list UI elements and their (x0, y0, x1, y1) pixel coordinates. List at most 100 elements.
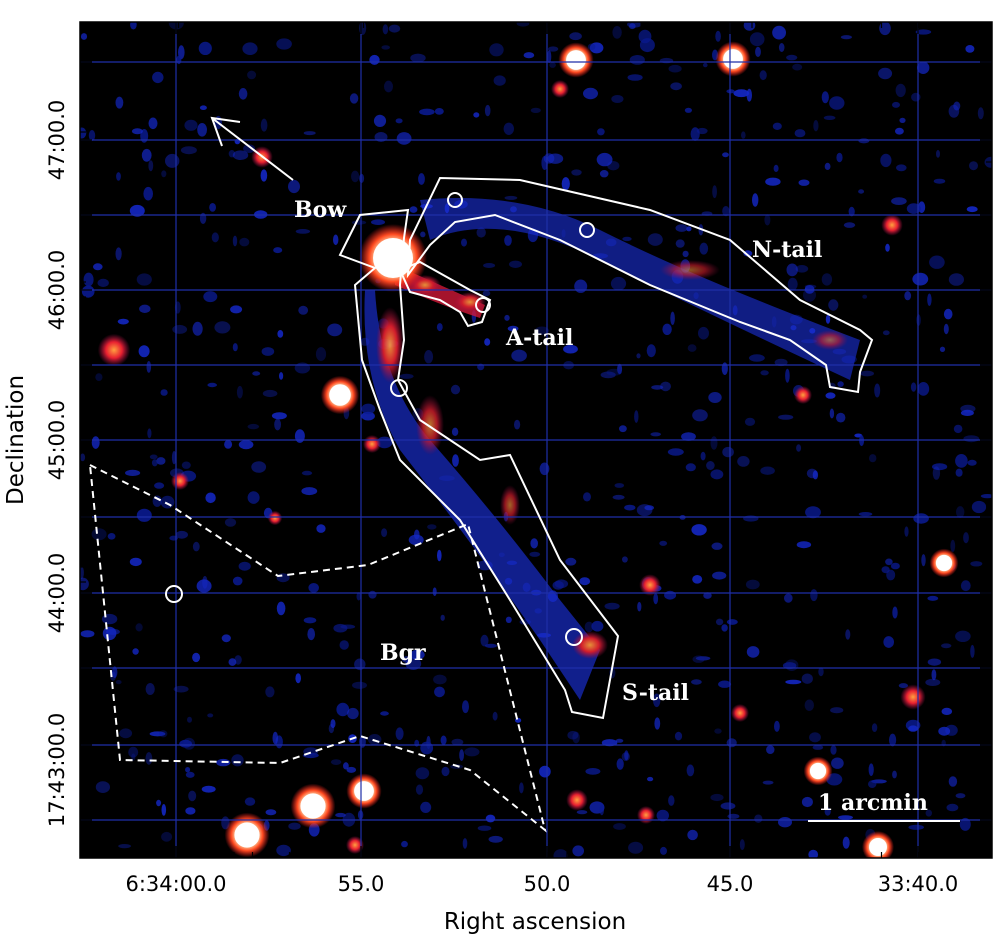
noise-blob (414, 739, 420, 747)
noise-blob (567, 730, 579, 740)
s-tail-bright-knot (376, 307, 404, 383)
noise-blob (646, 344, 656, 358)
noise-blob (145, 752, 153, 765)
noise-blob (906, 203, 921, 214)
noise-blob (925, 678, 941, 687)
noise-blob (277, 330, 284, 338)
noise-blob (895, 83, 906, 98)
noise-blob (184, 119, 198, 131)
noise-blob (871, 723, 878, 732)
noise-blob (956, 506, 965, 518)
noise-blob (509, 260, 522, 268)
noise-blob (192, 321, 203, 336)
noise-blob (803, 288, 816, 302)
noise-blob (659, 540, 668, 546)
noise-blob (622, 236, 632, 242)
noise-blob (107, 533, 116, 540)
y-tick-label: 45:00.0 (45, 400, 69, 481)
point-source-core (723, 49, 743, 69)
noise-blob (427, 524, 437, 530)
noise-blob (519, 782, 524, 794)
noise-blob (382, 24, 389, 35)
point-source-core (809, 762, 827, 780)
noise-blob (936, 150, 940, 158)
noise-blob (612, 494, 625, 500)
noise-blob (165, 153, 180, 168)
noise-blob (504, 195, 518, 200)
n-tail-region-outline (406, 176, 874, 394)
noise-blob (699, 242, 709, 255)
noise-blob (743, 515, 759, 522)
noise-blob (238, 561, 251, 571)
noise-blob (574, 279, 588, 293)
noise-blob (484, 104, 491, 117)
noise-blob (762, 780, 774, 785)
noise-blob (829, 408, 835, 419)
noise-blob (307, 628, 316, 641)
noise-blob (706, 461, 715, 470)
noise-blob (785, 679, 802, 685)
noise-blob (892, 101, 900, 108)
point-source-core (300, 793, 326, 819)
noise-blob (351, 170, 360, 183)
noise-blob (737, 456, 750, 467)
noise-blob (667, 448, 684, 456)
noise-blob (805, 506, 821, 519)
noise-blob (221, 634, 231, 643)
noise-blob (933, 178, 946, 184)
noise-blob (161, 170, 167, 178)
noise-blob (274, 418, 281, 431)
noise-blob (434, 686, 445, 698)
region-outlines (88, 176, 874, 833)
scale-bar-label: 1 arcmin (818, 790, 928, 816)
noise-blob (136, 273, 152, 286)
noise-blob (941, 707, 953, 716)
noise-blob (415, 767, 430, 780)
noise-blob (514, 419, 521, 430)
noise-blob (610, 276, 627, 291)
noise-blob (504, 235, 512, 246)
noise-blob (80, 127, 87, 139)
noise-blob (185, 807, 196, 815)
noise-blob (119, 728, 133, 739)
noise-blob (955, 454, 968, 468)
noise-blob (955, 468, 963, 477)
noise-blob (276, 601, 286, 616)
noise-blob (585, 768, 601, 775)
noise-blob (80, 630, 95, 638)
noise-blob (899, 117, 906, 123)
noise-blob (629, 23, 636, 30)
exclusion-circle (579, 222, 595, 238)
noise-blob (662, 323, 672, 335)
noise-blob (686, 764, 695, 777)
noise-blob (148, 117, 158, 130)
noise-blob (396, 132, 412, 145)
noise-blob (327, 323, 343, 337)
y-tick-labels: 17:43:00.0 44:00.0 45:00.0 46:00.0 47:00… (45, 100, 69, 827)
noise-blob (960, 409, 974, 416)
noise-blob (970, 561, 983, 567)
noise-blob (842, 836, 850, 849)
noise-blob (969, 161, 978, 171)
noise-blob (823, 115, 836, 121)
noise-blob (132, 648, 139, 655)
noise-blob (948, 273, 965, 286)
noise-blob (804, 284, 817, 289)
noise-blob (880, 153, 892, 168)
noise-blob (836, 152, 843, 163)
noise-blob (440, 735, 447, 745)
noise-blob (265, 686, 275, 698)
noise-blob (611, 95, 624, 103)
noise-blob (159, 730, 168, 738)
noise-blob (692, 409, 708, 422)
noise-blob (821, 91, 829, 104)
noise-blob (917, 382, 930, 396)
noise-blob (279, 372, 284, 380)
noise-blob (388, 24, 401, 33)
noise-blob (339, 640, 349, 650)
noise-blob (828, 299, 839, 311)
noise-blob (615, 738, 624, 743)
noise-blob (656, 809, 669, 822)
noise-blob (115, 680, 122, 685)
